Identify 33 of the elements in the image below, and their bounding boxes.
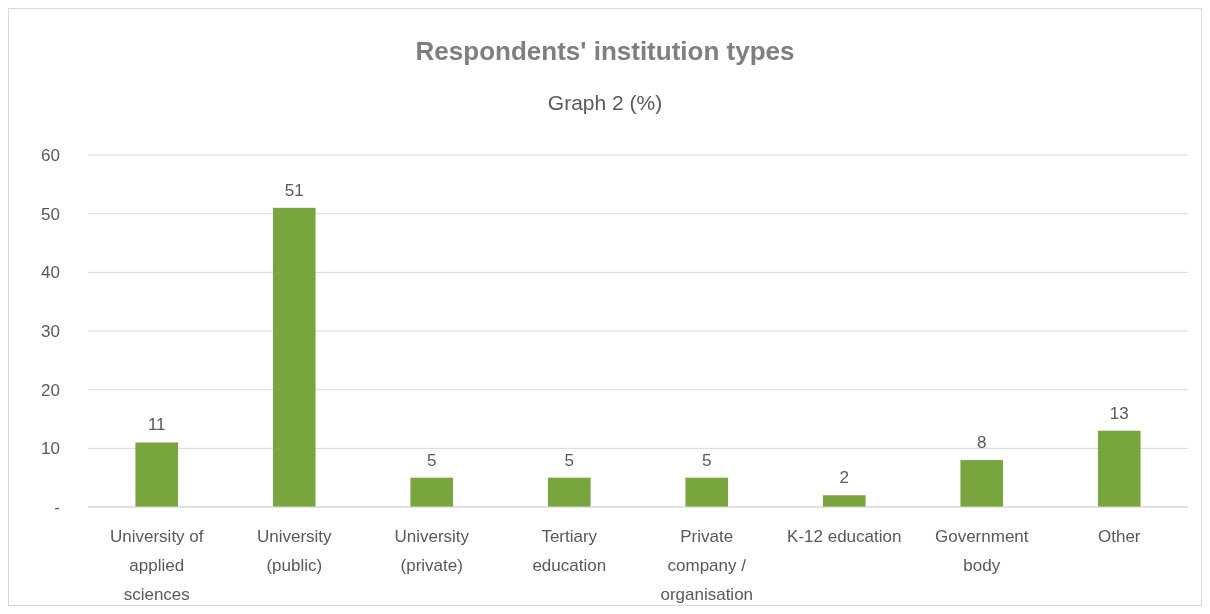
y-tick-label: 50 (41, 204, 60, 224)
data-label: 5 (564, 450, 574, 470)
x-tick-label: University (private) (394, 527, 470, 575)
bar (272, 207, 316, 507)
y-tick-label: 40 (41, 263, 60, 283)
chart-title: Respondents' institution types (415, 36, 795, 66)
chart-subtitle: Graph 2 (%) (547, 91, 663, 114)
y-tick-label: 60 (41, 145, 60, 165)
y-tick-label: - (54, 497, 60, 517)
data-label: 5 (427, 450, 437, 470)
bar (822, 495, 866, 507)
bar (135, 442, 179, 507)
data-label: 2 (839, 468, 849, 488)
bar (410, 477, 454, 507)
bar (1097, 430, 1141, 507)
data-label: 8 (977, 433, 987, 453)
x-tick-label: Other (1097, 527, 1141, 546)
data-label: 11 (147, 415, 166, 435)
x-tick-label: University (public) (256, 527, 333, 575)
data-label: 51 (284, 180, 304, 200)
bar (547, 477, 591, 507)
x-tick-label: K-12 education (787, 527, 902, 546)
data-label: 5 (702, 450, 712, 470)
bar (685, 477, 729, 507)
x-tick-label: Private company / organisation (660, 527, 754, 604)
y-tick-label: 30 (41, 321, 60, 341)
x-tick-label: University of applied sciences (109, 527, 204, 604)
data-label: 13 (1109, 403, 1129, 423)
x-tick-label: Government body (934, 527, 1029, 575)
y-tick-label: 10 (41, 439, 60, 459)
bar (960, 460, 1004, 507)
x-tick-label: Tertiary education (532, 527, 607, 575)
y-tick-label: 20 (41, 380, 60, 400)
